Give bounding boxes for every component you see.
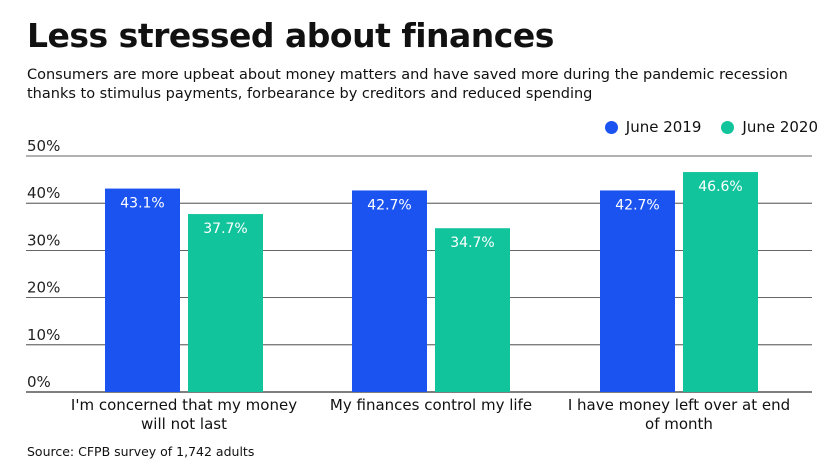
y-tick-label: 30% (27, 231, 60, 249)
chart-title: Less stressed about finances (27, 16, 554, 55)
data-label: 42.7% (367, 197, 411, 213)
bar-june-2019 (600, 190, 675, 392)
legend-item-june-2019: June 2019 (604, 118, 702, 136)
y-tick-label: 10% (27, 326, 60, 344)
category-label: of month (645, 415, 713, 433)
y-tick-label: 20% (27, 279, 60, 297)
y-tick-label: 0% (27, 373, 51, 391)
category-label: My finances control my life (330, 396, 532, 414)
category-label: I'm concerned that my money (71, 396, 297, 414)
legend-label-june-2020: June 2020 (742, 118, 818, 136)
source-note: Source: CFPB survey of 1,742 adults (27, 444, 255, 459)
bar-june-2019 (105, 188, 180, 392)
chart-subtitle: Consumers are more upbeat about money ma… (27, 67, 788, 102)
bar-june-2020 (683, 172, 758, 392)
legend-label-june-2019: June 2019 (625, 118, 702, 136)
data-label: 43.1% (120, 196, 164, 212)
bar-june-2020 (188, 214, 263, 392)
data-label: 42.7% (615, 197, 659, 213)
y-tick-label: 40% (27, 184, 60, 202)
y-tick-label: 50% (27, 137, 60, 155)
category-label: I have money left over at end (568, 396, 790, 414)
bar-june-2019 (352, 190, 427, 392)
data-label: 46.6% (698, 179, 742, 195)
category-label: will not last (141, 415, 227, 433)
legend: June 2019 June 2020 (604, 118, 818, 136)
data-label: 37.7% (203, 221, 247, 237)
bar-june-2020 (435, 228, 510, 392)
legend-swatch-june-2020 (721, 120, 735, 134)
legend-item-june-2020: June 2020 (721, 118, 818, 136)
legend-swatch-june-2019 (604, 120, 618, 134)
data-label: 34.7% (450, 235, 494, 251)
